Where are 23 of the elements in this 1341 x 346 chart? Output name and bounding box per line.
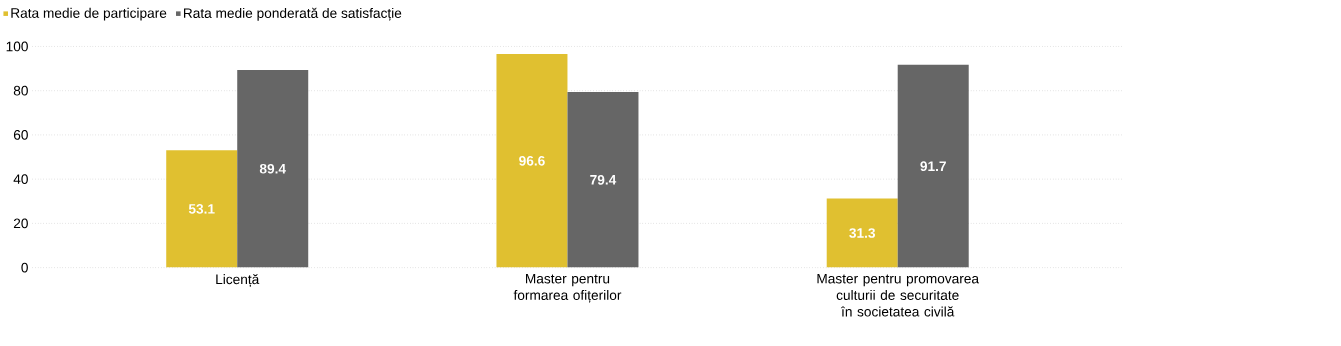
bar [826,198,898,268]
bar [897,64,969,268]
legend-label: Rata medie de participare [11,7,167,21]
bar [237,69,309,268]
data-label: 96.6 [519,155,545,166]
data-label: 53.1 [188,203,215,214]
y-tick-label: 100 [6,41,28,52]
y-tick-label: 0 [21,262,28,273]
data-label: 79.4 [590,174,617,185]
x-tick-label: Master pentru promovarea culturii de securitate în societatea civilă [817,273,980,317]
bar [496,53,568,268]
x-tick-label: Licență [216,273,260,287]
y-tick-label: 60 [13,129,28,140]
bar [567,91,639,268]
bar [166,150,238,268]
data-label: 89.4 [259,163,286,174]
data-label: 91.7 [920,161,946,171]
y-tick-label: 20 [13,218,28,229]
x-tick-label: Master pentru formarea ofițerilor [513,273,622,303]
legend-label: Rata medie ponderată de satisfacție [183,7,402,21]
y-tick-label: 80 [13,85,28,96]
y-tick-label: 40 [13,174,28,184]
data-label: 31.3 [849,228,876,238]
